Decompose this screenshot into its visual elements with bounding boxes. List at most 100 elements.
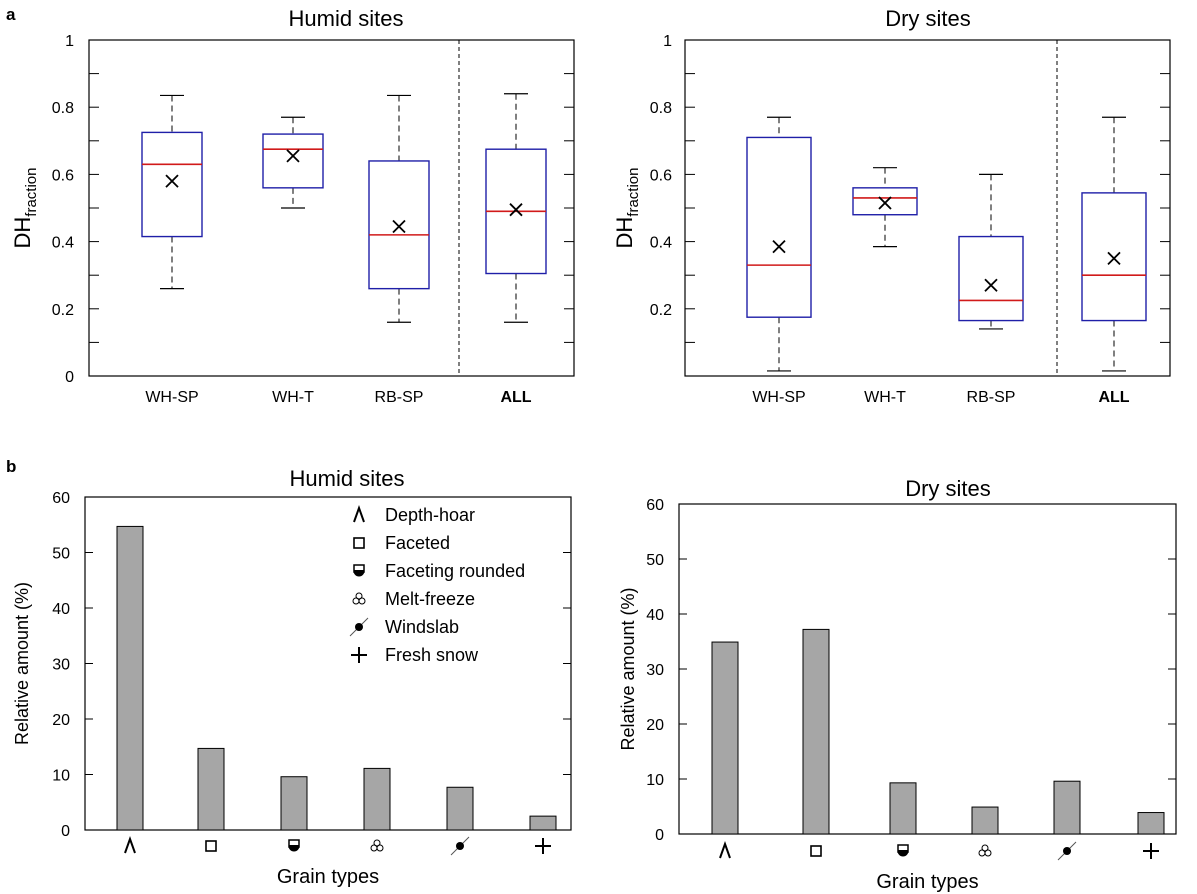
y-tick-label: 0: [655, 827, 664, 844]
faceted-icon: [353, 537, 365, 549]
box-iqr: [958, 235, 1024, 322]
box-iqr: [1081, 192, 1147, 322]
windslab-dot: [1063, 847, 1071, 855]
fresh-snow-plus: [1143, 843, 1159, 859]
y-axis-label: Relative amount (%): [12, 582, 32, 745]
fresh-snow-icon: [351, 647, 367, 663]
y-axis-label-sub: fraction: [23, 168, 40, 217]
y-tick-label: 60: [52, 490, 70, 507]
windslab-icon: [450, 836, 470, 856]
box-2: [958, 173, 1024, 330]
legend-label: Windslab: [385, 617, 459, 637]
y-tick-label: 40: [646, 607, 664, 624]
windslab-dot: [355, 623, 363, 631]
windslab-dot: [456, 842, 464, 850]
melt-freeze-circle: [358, 597, 366, 605]
faceted-shape: [205, 840, 217, 852]
box-iqr: [141, 131, 203, 238]
y-tick-label: 0.8: [52, 100, 74, 117]
melt-freeze-icon: [978, 844, 992, 857]
category-label: ALL: [1098, 389, 1129, 406]
legend-label: Faceting rounded: [385, 561, 525, 581]
faceted-shape: [810, 845, 822, 857]
y-axis-label-main: DH: [10, 217, 35, 249]
depth-hoar-shape: [353, 505, 365, 523]
y-tick-label: 10: [646, 772, 664, 789]
melt-freeze-icon: [370, 839, 384, 852]
y-tick-label: 0: [65, 369, 74, 386]
mean-marker: [165, 174, 179, 188]
bar-faceting-rounded: [280, 776, 308, 831]
y-tick-label: 0.2: [650, 302, 672, 319]
y-tick-label: 10: [52, 768, 70, 785]
barchart-humid: Humid sites Relative amount (%) Grain type…: [12, 466, 572, 888]
faceted-shape: [353, 537, 365, 549]
y-tick-label: 0.8: [650, 100, 672, 117]
mean-marker: [772, 240, 786, 254]
bar-windslab: [446, 786, 474, 831]
mean-marker: [878, 196, 892, 210]
box-iqr: [746, 136, 812, 318]
y-axis-label: DHfraction: [612, 168, 642, 249]
faceting-rounded-icon: [288, 839, 300, 852]
bar-fresh-snow: [1137, 812, 1165, 835]
depth-hoar-shape: [719, 841, 731, 859]
y-tick-label: 40: [52, 601, 70, 618]
panel-label-a: a: [6, 5, 16, 24]
y-tick-label: 30: [52, 657, 70, 674]
y-tick-label: 0.4: [650, 235, 672, 252]
melt-freeze-circle: [376, 844, 384, 852]
box-1: [852, 167, 918, 248]
legend-label: Melt-freeze: [385, 589, 475, 609]
mean-marker: [286, 149, 300, 163]
windslab-icon: [349, 617, 369, 637]
faceting-rounded-bottom: [353, 571, 365, 577]
category-label: WH-SP: [145, 389, 198, 406]
chart-title: Dry sites: [885, 6, 971, 31]
y-axis-label: Relative amount (%): [618, 587, 638, 750]
bar-fresh-snow: [529, 815, 557, 831]
plot-frame: [684, 39, 1171, 377]
bar-depth-hoar: [711, 641, 739, 835]
mean-marker: [984, 278, 998, 292]
box-iqr: [852, 187, 918, 216]
melt-freeze-circle: [984, 849, 992, 857]
bar-faceting-rounded: [889, 782, 917, 835]
depth-hoar-icon: [719, 841, 731, 859]
chart-title: Dry sites: [905, 476, 991, 501]
y-tick-label: 60: [646, 497, 664, 514]
y-axis-label-main: DH: [612, 217, 637, 249]
faceting-rounded-bottom: [897, 851, 909, 857]
category-label: RB-SP: [375, 389, 424, 406]
faceting-rounded-icon: [353, 564, 365, 577]
mean-marker: [1107, 251, 1121, 266]
chart-title: Humid sites: [290, 466, 405, 491]
boxplot-humid: Humid sites DHfraction 0 0.2 0.4 0.6 0.8 1 WH-SP…: [10, 6, 575, 406]
box-3: [485, 93, 547, 323]
windslab-icon: [1057, 841, 1077, 861]
bar-melt-freeze: [971, 806, 999, 835]
depth-hoar-icon: [353, 505, 365, 523]
y-tick-label: 0.4: [52, 235, 74, 252]
fresh-snow-plus: [351, 647, 367, 663]
y-tick-label: 1: [65, 33, 74, 50]
fresh-snow-plus: [535, 838, 551, 854]
box-2: [368, 94, 430, 323]
box-1: [262, 116, 324, 209]
chart-title: Humid sites: [289, 6, 404, 31]
box-iqr: [262, 133, 324, 189]
plot-frame: [678, 503, 1177, 835]
melt-freeze-circle: [373, 839, 381, 847]
x-axis-label: Grain types: [876, 871, 978, 893]
y-tick-label: 0.6: [650, 167, 672, 184]
y-tick-label: 20: [52, 712, 70, 729]
category-label: ALL: [500, 389, 531, 406]
plot-frame: [88, 39, 575, 377]
faceted-icon: [810, 845, 822, 857]
y-tick-label: 50: [52, 546, 70, 563]
faceting-rounded-icon: [897, 844, 909, 857]
y-tick-label: 50: [646, 552, 664, 569]
x-axis-label: Grain types: [277, 866, 379, 888]
category-label: WH-SP: [752, 389, 805, 406]
